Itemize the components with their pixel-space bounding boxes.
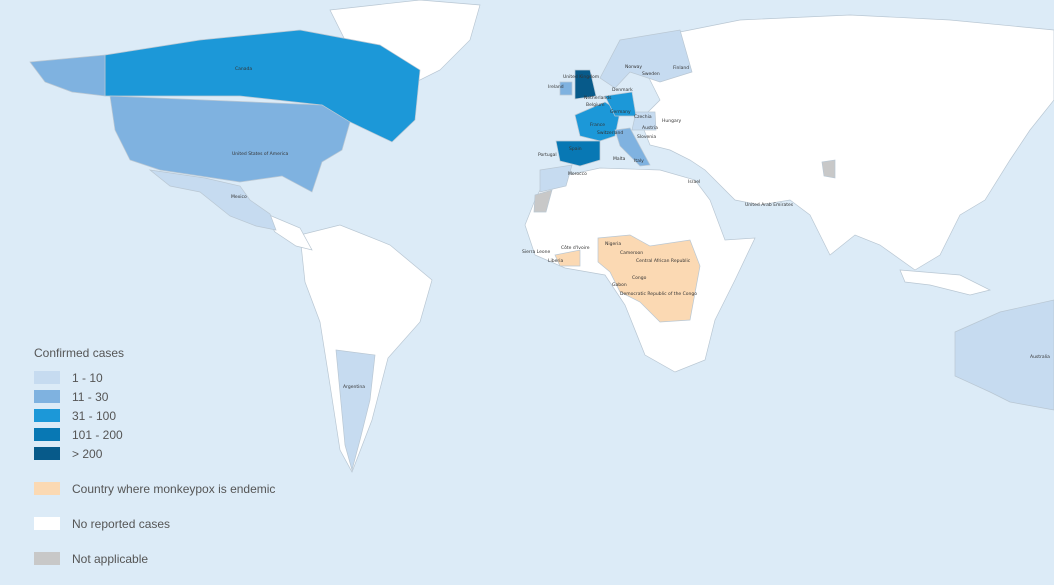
label-drc: Democratic Republic of the Congo [620,291,697,297]
south-america [299,224,433,473]
country-argentina[interactable] [335,349,376,472]
legend-label: 1 - 10 [72,370,103,385]
legend-swatch [34,517,60,530]
legend-label: > 200 [72,446,103,461]
label-belgium: Belgium [586,102,604,108]
country-alaska[interactable] [29,54,106,97]
legend: Confirmed cases 1 - 10 11 - 30 31 - 100 … [34,346,275,568]
label-norway: Norway [625,64,642,70]
country-scandinavia[interactable] [599,29,693,89]
legend-swatch [34,482,60,495]
eurasia [639,14,1054,271]
label-uk: United Kingdom [563,74,599,80]
legend-na: Not applicable [34,549,275,568]
label-australia: Australia [1030,354,1050,360]
country-morocco[interactable] [539,164,573,193]
label-sierra-leone: Sierra Leone [522,249,550,255]
legend-label: Not applicable [72,551,149,566]
label-france: France [590,122,605,128]
label-germany: Germany [610,109,631,115]
label-mexico: Mexico [231,194,247,200]
legend-swatch [34,390,60,403]
india-na-region [821,159,836,179]
country-usa[interactable] [109,95,351,193]
label-ireland: Ireland [548,84,564,90]
label-uae: United Arab Emirates [745,202,794,208]
label-argentina: Argentina [343,384,365,390]
country-spain[interactable] [555,140,601,167]
legend-label: 31 - 100 [72,408,117,423]
legend-label: 11 - 30 [72,389,109,404]
label-netherlands: Netherlands [584,95,612,101]
country-mexico[interactable] [148,169,277,231]
legend-swatch [34,428,60,441]
label-canada: Canada [235,66,252,72]
legend-swatch [34,371,60,384]
country-endemic-central-africa[interactable] [597,234,701,323]
legend-bin-1: 1 - 10 [34,368,275,387]
label-liberia: Liberia [548,258,563,264]
label-slovenia: Slovenia [637,134,656,140]
legend-label: Country where monkeypox is endemic [72,481,276,496]
country-italy[interactable] [614,127,651,167]
label-cameroon: Cameroon [620,250,643,256]
indonesia [899,269,992,296]
country-australia[interactable] [954,299,1054,411]
legend-label: No reported cases [72,516,171,531]
country-ireland[interactable] [559,81,573,96]
legend-swatch [34,409,60,422]
legend-label: 101 - 200 [72,427,123,442]
legend-none: No reported cases [34,514,275,533]
legend-bin-2: 11 - 30 [34,387,275,406]
label-morocco: Morocco [568,171,587,177]
label-nigeria: Nigeria [605,241,621,247]
country-canada[interactable] [104,29,421,143]
label-portugal: Portugal [538,152,557,158]
western-sahara [533,189,553,213]
legend-swatch [34,552,60,565]
label-gabon: Gabon [612,282,627,288]
label-finland: Finland [673,65,689,71]
country-uk[interactable] [574,69,597,100]
legend-bin-4: 101 - 200 [34,425,275,444]
country-endemic-west-africa[interactable] [554,249,581,267]
country-central-europe[interactable] [631,111,657,131]
label-switzerland: Switzerland [597,130,623,136]
label-israel: Israel [688,179,700,185]
legend-bin-5: > 200 [34,444,275,463]
country-labels: Canada United States of America Mexico A… [231,64,1050,390]
label-spain: Spain [569,146,582,152]
legend-swatch [34,447,60,460]
label-malta: Malta [613,156,626,162]
label-italy: Italy [634,158,644,164]
legend-bin-3: 31 - 100 [34,406,275,425]
label-cote-divoire: Côte d'Ivoire [561,244,590,251]
legend-title: Confirmed cases [34,346,125,360]
label-congo: Congo [632,275,647,281]
label-czechia: Czechia [634,114,652,120]
label-sweden: Sweden [642,71,660,77]
label-car: Central African Republic [636,258,691,264]
label-usa: United States of America [232,151,288,157]
label-hungary: Hungary [662,118,682,124]
legend-endemic: Country where monkeypox is endemic [34,479,275,498]
country-france[interactable] [574,101,621,142]
label-austria: Austria [642,125,658,131]
label-denmark: Denmark [612,87,633,93]
